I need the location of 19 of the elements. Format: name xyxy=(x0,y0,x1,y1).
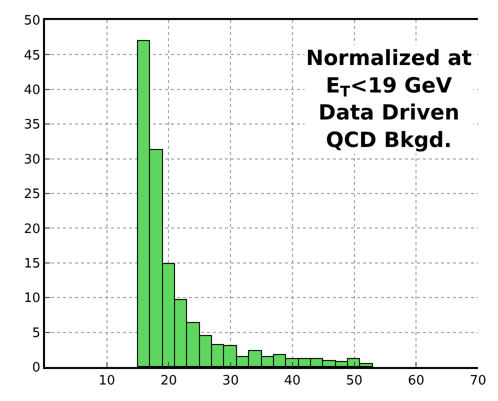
x-tick-label: 30 xyxy=(222,374,239,389)
x-tick-label: 60 xyxy=(408,374,424,389)
y-tick-label: 15 xyxy=(24,256,40,272)
x-tick-label: 40 xyxy=(284,374,301,389)
x-tick-label: 10 xyxy=(98,374,116,389)
y-tick-label: 20 xyxy=(24,222,40,237)
x-tick-label: 50 xyxy=(346,374,363,389)
y-tick-label: 50 xyxy=(24,14,40,29)
y-tick-label: 35 xyxy=(24,118,40,133)
y-tick-label: 40 xyxy=(24,82,40,98)
y-tick-label: 0 xyxy=(32,360,40,376)
x-tick-label: 20 xyxy=(160,374,177,389)
y-tick-label: 5 xyxy=(32,326,40,341)
annotation: Normalized at E$_{T}$<19 GeV Data Driven QCD Bkgd. xyxy=(306,46,472,152)
y-tick-label: 10 xyxy=(24,291,40,306)
y-tick-label: 45 xyxy=(24,48,40,64)
y-tick-label: 25 xyxy=(24,187,40,202)
x-tick-label: 70 xyxy=(470,374,486,389)
y-tick-label: 30 xyxy=(24,152,40,168)
